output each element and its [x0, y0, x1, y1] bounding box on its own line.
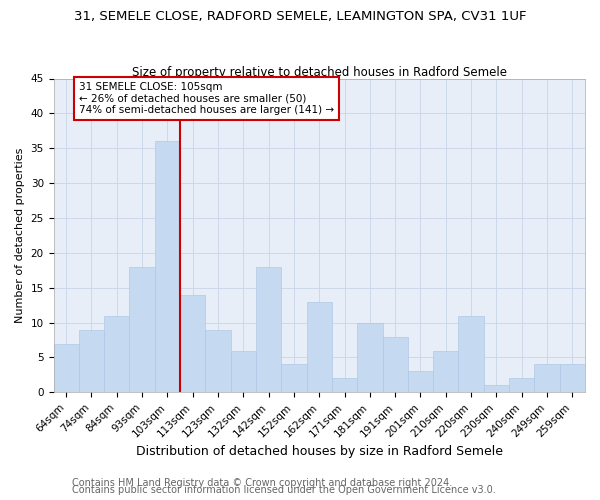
- Bar: [560, 364, 585, 392]
- Bar: [484, 386, 509, 392]
- Bar: [458, 316, 484, 392]
- Text: 31, SEMELE CLOSE, RADFORD SEMELE, LEAMINGTON SPA, CV31 1UF: 31, SEMELE CLOSE, RADFORD SEMELE, LEAMIN…: [74, 10, 526, 23]
- Text: 31 SEMELE CLOSE: 105sqm
← 26% of detached houses are smaller (50)
74% of semi-de: 31 SEMELE CLOSE: 105sqm ← 26% of detache…: [79, 82, 334, 115]
- Bar: [205, 330, 230, 392]
- Text: Contains HM Land Registry data © Crown copyright and database right 2024.: Contains HM Land Registry data © Crown c…: [72, 478, 452, 488]
- Y-axis label: Number of detached properties: Number of detached properties: [15, 148, 25, 323]
- Bar: [230, 350, 256, 393]
- Bar: [104, 316, 130, 392]
- Bar: [535, 364, 560, 392]
- Bar: [180, 294, 205, 392]
- Bar: [281, 364, 307, 392]
- Bar: [79, 330, 104, 392]
- Bar: [53, 344, 79, 392]
- Text: Contains public sector information licensed under the Open Government Licence v3: Contains public sector information licen…: [72, 485, 496, 495]
- X-axis label: Distribution of detached houses by size in Radford Semele: Distribution of detached houses by size …: [136, 444, 503, 458]
- Bar: [130, 267, 155, 392]
- Bar: [332, 378, 357, 392]
- Bar: [357, 322, 383, 392]
- Bar: [256, 267, 281, 392]
- Title: Size of property relative to detached houses in Radford Semele: Size of property relative to detached ho…: [132, 66, 507, 78]
- Bar: [155, 142, 180, 392]
- Bar: [383, 336, 408, 392]
- Bar: [433, 350, 458, 393]
- Bar: [307, 302, 332, 392]
- Bar: [408, 372, 433, 392]
- Bar: [509, 378, 535, 392]
